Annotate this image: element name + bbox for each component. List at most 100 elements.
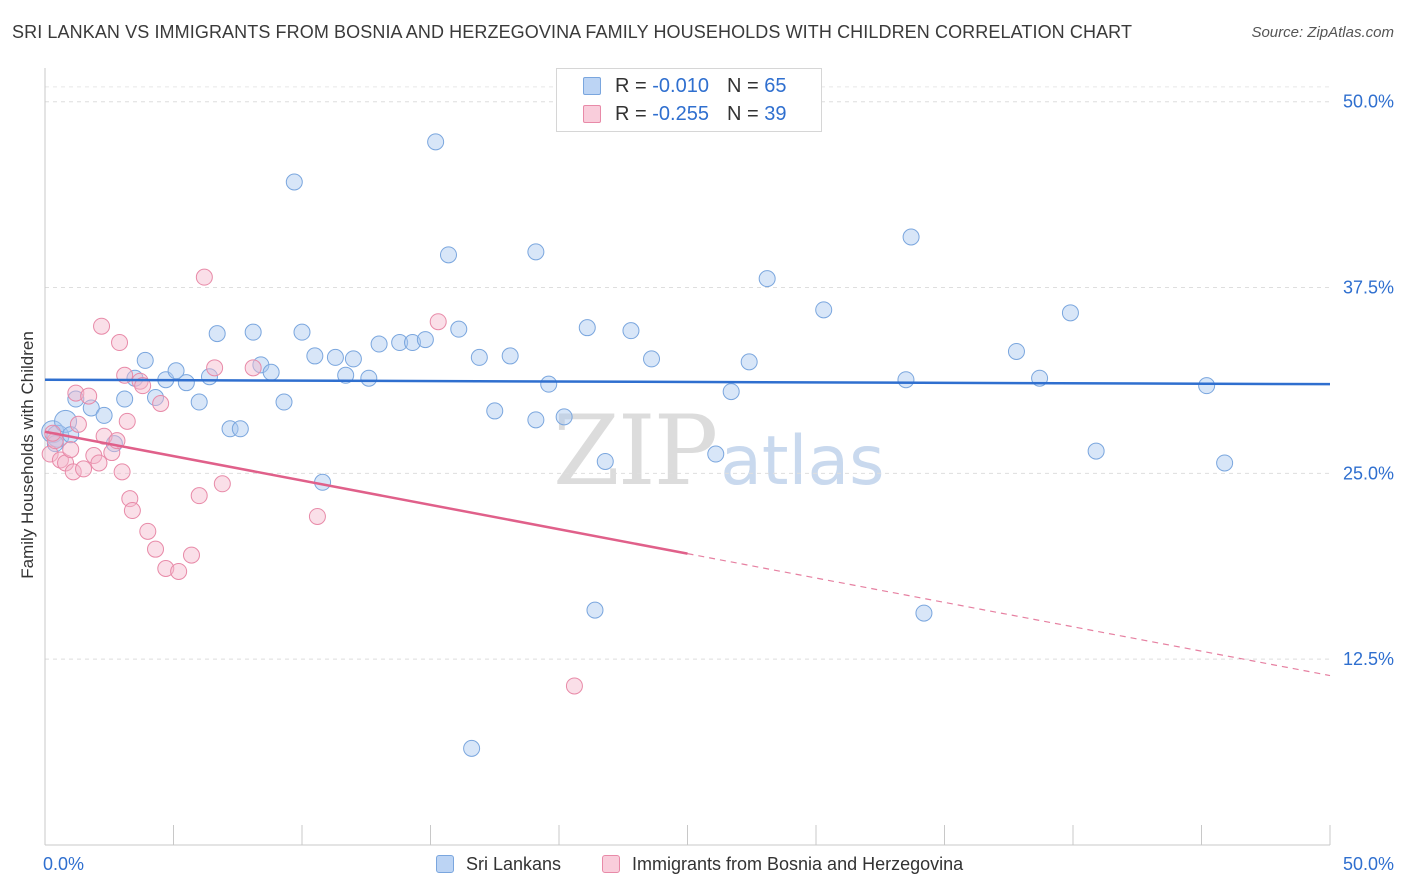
point-sri-lankans — [293, 323, 311, 341]
point-bosnia — [170, 562, 188, 580]
point-bosnia — [206, 359, 224, 377]
point-sri-lankans — [177, 374, 195, 392]
point-bosnia — [565, 677, 583, 695]
y-tick-label: 50.0% — [1343, 92, 1394, 112]
point-sri-lankans — [1216, 454, 1234, 472]
x-tick-label: 0.0% — [43, 854, 84, 874]
legend-r-value: -0.255 — [652, 102, 709, 125]
point-sri-lankans — [306, 347, 324, 365]
point-bosnia — [80, 387, 98, 405]
point-sri-lankans — [578, 319, 596, 337]
point-sri-lankans — [815, 301, 833, 319]
point-sri-lankans — [915, 604, 933, 622]
point-sri-lankans — [262, 363, 280, 381]
point-sri-lankans — [740, 353, 758, 371]
point-sri-lankans — [1007, 342, 1025, 360]
point-sri-lankans — [527, 411, 545, 429]
legend-r-label: R = — [615, 74, 647, 97]
point-sri-lankans — [370, 335, 388, 353]
point-sri-lankans — [722, 383, 740, 401]
point-sri-lankans — [416, 331, 434, 349]
point-sri-lankans — [275, 393, 293, 411]
point-bosnia — [51, 451, 69, 469]
point-sri-lankans — [326, 348, 344, 366]
point-sri-lankans — [758, 270, 776, 288]
point-bosnia — [118, 412, 136, 430]
point-sri-lankans — [596, 452, 614, 470]
point-sri-lankans — [622, 322, 640, 340]
trend-line-bosnia-extension — [687, 553, 1331, 677]
bottom-legend-swatch-sri-lankans — [436, 855, 454, 873]
point-sri-lankans — [555, 408, 573, 426]
point-sri-lankans — [540, 375, 558, 393]
legend: R = -0.010 N = 65 R = -0.255 N = 39 — [556, 68, 822, 132]
trend-line-bosnia — [44, 430, 688, 555]
bottom-legend-swatch-bosnia — [602, 855, 620, 873]
y-tick-label: 25.0% — [1343, 463, 1394, 483]
point-sri-lankans — [208, 325, 226, 343]
point-bosnia — [64, 463, 82, 481]
point-bosnia — [69, 415, 87, 433]
point-bosnia — [139, 522, 157, 540]
point-bosnia — [308, 507, 326, 525]
point-sri-lankans — [116, 390, 134, 408]
point-sri-lankans — [643, 350, 661, 368]
point-sri-lankans — [897, 371, 915, 389]
y-tick-label: 12.5% — [1343, 649, 1394, 669]
point-sri-lankans — [344, 350, 362, 368]
legend-r-value: -0.010 — [652, 74, 709, 97]
legend-n-label: N = — [726, 74, 759, 97]
point-sri-lankans — [1061, 304, 1079, 322]
point-bosnia — [67, 384, 85, 402]
point-bosnia — [195, 268, 213, 286]
point-sri-lankans — [427, 133, 445, 151]
bottom-legend-label-bosnia: Immigrants from Bosnia and Herzegovina — [632, 853, 964, 874]
point-bosnia — [62, 441, 80, 459]
point-bosnia — [190, 487, 208, 505]
legend-swatch-bosnia — [583, 105, 601, 123]
point-sri-lankans — [902, 228, 920, 246]
point-bosnia — [111, 334, 129, 352]
point-bosnia — [134, 377, 152, 395]
legend-row-bosnia: R = -0.255 N = 39 — [583, 101, 786, 127]
point-sri-lankans — [67, 390, 85, 408]
chart-title: SRI LANKAN VS IMMIGRANTS FROM BOSNIA AND… — [12, 22, 1133, 42]
point-sri-lankans — [1087, 442, 1105, 460]
point-sri-lankans — [486, 402, 504, 420]
legend-r-label: R = — [615, 102, 647, 125]
point-bosnia — [213, 475, 231, 493]
point-bosnia — [157, 560, 175, 578]
x-tick-label: 50.0% — [1343, 854, 1394, 874]
watermark-zip: ZIP — [553, 395, 718, 507]
point-bosnia — [93, 317, 111, 335]
legend-n-label: N = — [726, 102, 759, 125]
point-sri-lankans — [360, 369, 378, 387]
legend-n-value: 39 — [764, 102, 787, 125]
point-sri-lankans — [244, 323, 262, 341]
point-sri-lankans — [1198, 377, 1216, 395]
point-sri-lankans — [501, 347, 519, 365]
point-sri-lankans — [439, 246, 457, 264]
watermark-atlas: atlas — [720, 422, 885, 501]
legend-row-sri-lankans: R = -0.010 N = 65 — [583, 73, 786, 99]
point-sri-lankans — [167, 362, 185, 380]
point-bosnia — [147, 540, 165, 558]
point-bosnia — [429, 313, 447, 331]
point-sri-lankans — [450, 320, 468, 338]
point-sri-lankans — [221, 420, 239, 438]
watermark: ZIPatlas — [553, 395, 885, 507]
bottom-legend-bosnia: Immigrants from Bosnia and Herzegovina — [602, 852, 963, 876]
bottom-legend-sri-lankans: Sri Lankans — [436, 852, 561, 876]
point-bosnia — [41, 445, 59, 463]
point-sri-lankans — [527, 243, 545, 261]
point-bosnia — [152, 394, 170, 412]
point-sri-lankans — [231, 420, 249, 438]
point-sri-lankans — [337, 366, 355, 384]
point-sri-lankans — [136, 351, 154, 369]
point-bosnia — [90, 454, 108, 472]
point-bosnia — [182, 546, 200, 564]
trend-line-sri-lankans — [44, 378, 1331, 386]
point-sri-lankans — [586, 601, 604, 619]
y-tick-label: 37.5% — [1343, 278, 1394, 298]
